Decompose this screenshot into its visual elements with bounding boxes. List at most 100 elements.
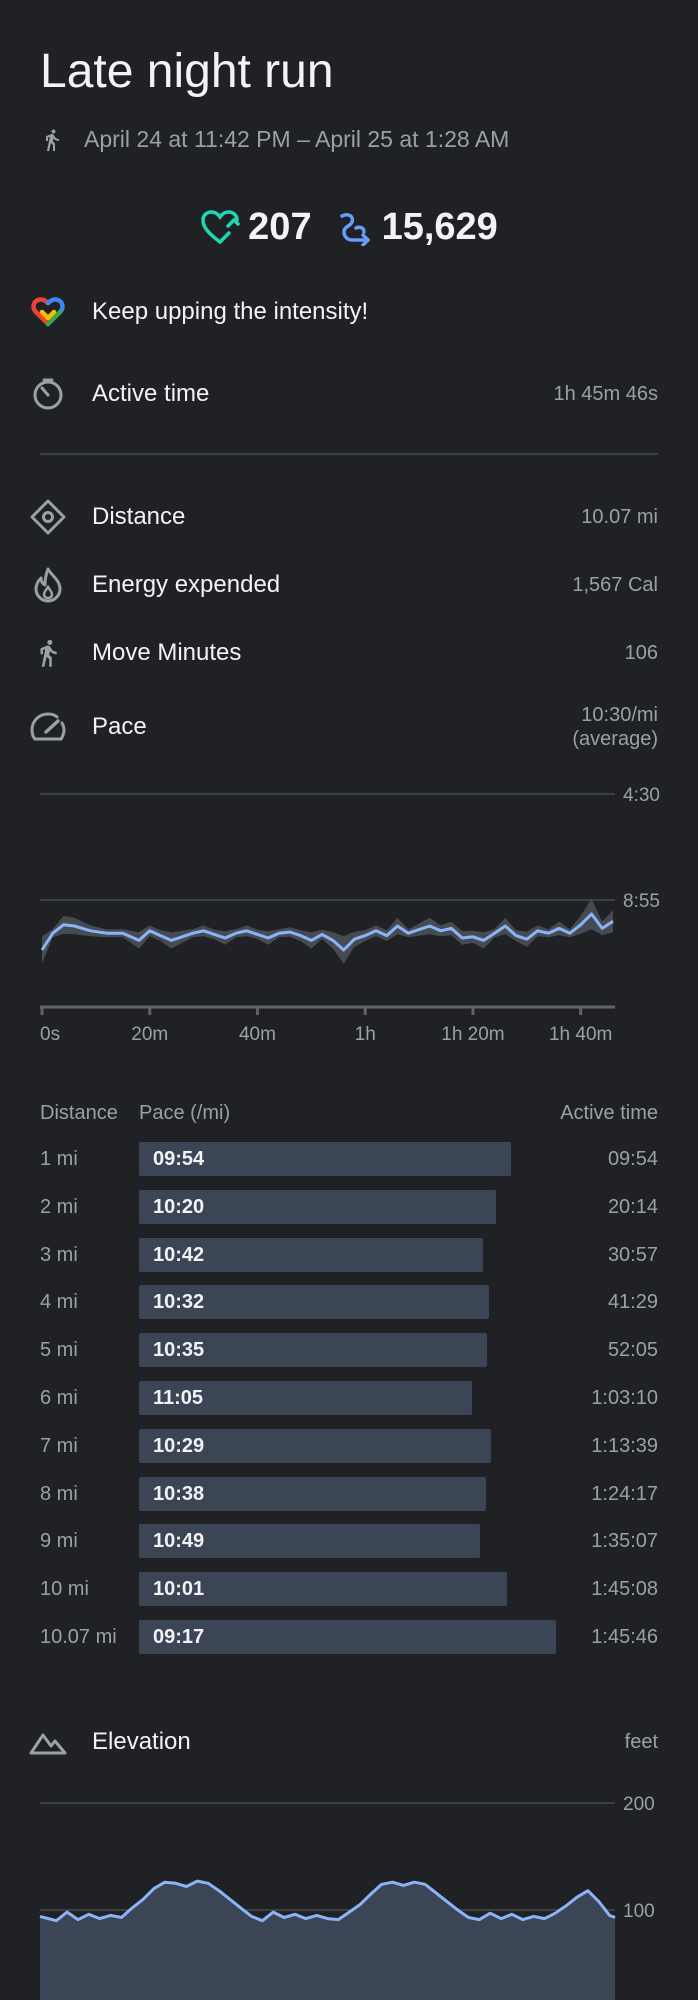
- y-tick-label: 100: [623, 1901, 655, 1922]
- split-active-time: 41:29: [607, 1291, 658, 1314]
- mountain-icon: [28, 1722, 68, 1762]
- distance-label: Distance: [92, 503, 186, 530]
- pace-bar-label: 10:35: [153, 1339, 205, 1362]
- split-row: 10.07 mi 09:17 1:45:46: [40, 1620, 658, 1654]
- y-tick-label: 200: [623, 1794, 655, 1815]
- split-row: 5 mi 10:35 52:05: [40, 1333, 658, 1368]
- pace-bar: 10:35: [139, 1333, 487, 1368]
- split-distance: 9 mi: [40, 1530, 78, 1553]
- split-distance: 10.07 mi: [40, 1626, 117, 1648]
- x-ticks: 0s 20m 40m 1h 1h 20m 1h 40m: [40, 1007, 612, 1045]
- move-minutes-row: Move Minutes 106: [28, 629, 658, 677]
- split-row: 3 mi 10:42 30:57: [40, 1237, 658, 1272]
- split-active-time: 1:45:46: [591, 1626, 658, 1648]
- split-active-time: 09:54: [607, 1148, 658, 1170]
- pace-value: 10:30/mi (average): [572, 703, 658, 751]
- heart-points-icon: [201, 209, 240, 244]
- pace-bar-label: 10:42: [153, 1243, 205, 1266]
- move-minutes-value: 106: [624, 641, 658, 664]
- split-distance: 3 mi: [40, 1243, 78, 1266]
- x-tick-label: 40m: [239, 1024, 276, 1045]
- pace-bar-label: 10:38: [153, 1482, 205, 1505]
- divider: [40, 453, 658, 455]
- pace-row: Pace 10:30/mi (average): [28, 703, 658, 751]
- pace-bar: 10:32: [139, 1285, 489, 1320]
- split-distance: 2 mi: [40, 1195, 78, 1218]
- pace-bar-label: 10:32: [153, 1291, 205, 1314]
- pace-bar: 09:17: [139, 1620, 556, 1654]
- time-range: April 24 at 11:42 PM – April 25 at 1:28 …: [40, 126, 509, 153]
- split-distance: 8 mi: [40, 1482, 78, 1505]
- distance-row: Distance 10.07 mi: [28, 493, 658, 541]
- split-row: 1 mi 09:54 09:54: [40, 1142, 658, 1176]
- x-tick-label: 20m: [131, 1024, 168, 1045]
- split-distance: 1 mi: [40, 1148, 78, 1170]
- pace-bar: 10:29: [139, 1428, 491, 1463]
- x-tick-label: 1h 20m: [441, 1024, 504, 1045]
- goal-message: Keep upping the intensity!: [92, 298, 369, 325]
- page-title: Late night run: [40, 45, 334, 98]
- col-header-pace: Pace (/mi): [139, 1102, 231, 1124]
- steps-stat: 15,629: [334, 206, 498, 249]
- y-tick-label: 4:30: [623, 785, 660, 806]
- active-time-label: Active time: [92, 380, 210, 407]
- pace-bar: 10:20: [139, 1189, 496, 1224]
- elevation-line: [39, 1879, 616, 1923]
- walking-person-icon: [28, 633, 68, 673]
- pace-bar-label: 10:01: [153, 1578, 205, 1601]
- split-row: 8 mi 10:38 1:24:17: [40, 1476, 658, 1511]
- pace-bar-label: 10:29: [153, 1434, 205, 1457]
- speedometer-icon: [28, 707, 68, 747]
- split-row: 9 mi 10:49 1:35:07: [40, 1524, 658, 1559]
- x-tick-label: 0s: [40, 1024, 60, 1045]
- distance-value: 10.07 mi: [581, 505, 658, 528]
- heart-points-value: 207: [248, 206, 312, 248]
- split-active-time: 52:05: [607, 1339, 658, 1362]
- pace-line: [40, 912, 614, 952]
- split-active-time: 1:45:08: [591, 1578, 658, 1601]
- active-time-row: Active time 1h 45m 46s: [28, 370, 658, 418]
- time-range-text: April 24 at 11:42 PM – April 25 at 1:28 …: [84, 126, 510, 152]
- pace-value-line2: (average): [572, 728, 658, 750]
- steps-icon: [339, 212, 370, 246]
- split-distance: 6 mi: [40, 1387, 78, 1409]
- split-active-time: 1:03:10: [591, 1387, 658, 1409]
- pace-bar: 10:38: [139, 1476, 486, 1511]
- split-active-time: 1:24:17: [591, 1482, 658, 1505]
- google-fit-icon: [28, 292, 68, 332]
- distance-icon: [28, 497, 68, 537]
- summary-stats: 207 15,629: [0, 206, 698, 249]
- pace-bar: 10:49: [139, 1524, 480, 1559]
- timer-icon: [28, 374, 68, 414]
- pace-bar-label: 09:54: [153, 1148, 205, 1170]
- elevation-chart: 200 100: [39, 1794, 655, 2000]
- pace-bar-label: 11:05: [153, 1387, 204, 1409]
- split-active-time: 30:57: [607, 1243, 658, 1266]
- goal-row: Keep upping the intensity!: [28, 288, 658, 336]
- col-header-distance: Distance: [40, 1102, 118, 1124]
- y-tick-label: 8:55: [623, 891, 660, 912]
- pace-bar: 09:54: [139, 1142, 511, 1176]
- pace-range-band: [42, 898, 613, 964]
- pace-bar: 10:01: [139, 1572, 507, 1607]
- pace-bar-label: 10:49: [153, 1530, 205, 1553]
- elevation-area: [40, 1881, 615, 2000]
- elevation-unit: feet: [624, 1730, 658, 1753]
- x-tick-label: 1h 40m: [549, 1024, 612, 1045]
- steps-value: 15,629: [381, 206, 498, 248]
- split-distance: 5 mi: [40, 1339, 78, 1362]
- elevation-title: Elevation: [92, 1728, 191, 1755]
- col-header-active-time: Active time: [560, 1102, 658, 1124]
- x-tick-label: 1h: [355, 1024, 376, 1045]
- split-active-time: 1:13:39: [591, 1434, 658, 1457]
- split-row: 10 mi 10:01 1:45:08: [40, 1572, 658, 1607]
- move-minutes-label: Move Minutes: [92, 639, 242, 666]
- elevation-header: Elevation feet: [28, 1718, 658, 1766]
- split-distance: 7 mi: [40, 1434, 78, 1457]
- energy-value: 1,567 Cal: [572, 573, 658, 596]
- split-active-time: 1:35:07: [591, 1530, 658, 1553]
- pace-bar: 10:42: [139, 1237, 483, 1272]
- pace-bar-label: 09:17: [153, 1626, 205, 1648]
- pace-bar: 11:05: [139, 1381, 472, 1415]
- split-distance: 10 mi: [40, 1578, 89, 1601]
